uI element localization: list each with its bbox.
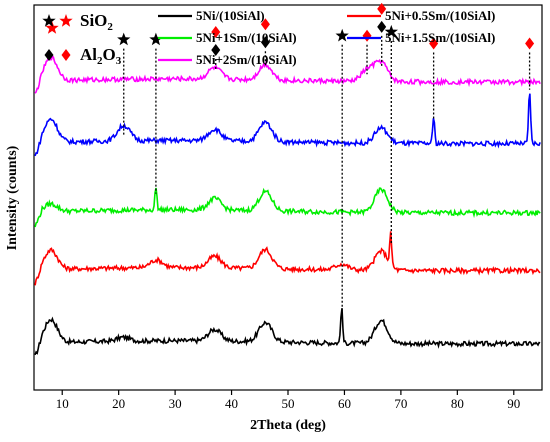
x-tick-label: 60 — [338, 396, 351, 411]
x-tick-label: 90 — [507, 396, 520, 411]
diamond-red-marker — [525, 37, 535, 50]
series-line — [34, 308, 541, 356]
diamond-black-marker — [211, 43, 221, 56]
x-tick-label: 70 — [394, 396, 407, 411]
x-tick-label: 20 — [112, 396, 125, 411]
legend-label: 5Ni+2Sm/(10SiAl) — [196, 52, 297, 67]
star-black-marker — [117, 32, 131, 46]
x-axis-title: 2Theta (deg) — [250, 418, 326, 433]
legend-label: 5Ni+1Sm/(10SiAl) — [196, 30, 297, 45]
diamond-black-marker — [260, 36, 270, 49]
star-black-marker — [384, 24, 398, 38]
phase-legend: SiO2 Al2O3 — [42, 11, 122, 67]
diamond-black-marker — [377, 20, 387, 33]
series-line — [34, 231, 541, 286]
x-ticks: 10 20 30 40 50 60 70 80 90 — [56, 390, 520, 411]
y-axis-title: Intensity (counts) — [5, 145, 20, 250]
diamond-red-marker — [260, 18, 270, 31]
annotation-layer — [45, 2, 535, 313]
legend-label: 5Ni/(10SiAl) — [196, 8, 265, 23]
x-tick-label: 80 — [451, 396, 464, 411]
x-tick-label: 30 — [169, 396, 182, 411]
star-red-marker — [45, 21, 59, 34]
series-legend: 5Ni/(10SiAl) 5Ni+0.5Sm/(10SiAl) 5Ni+1Sm/(1… — [158, 8, 495, 67]
diamond-red-marker — [377, 2, 387, 15]
diamond-red-marker — [362, 29, 372, 42]
diamond-black-marker — [44, 49, 54, 61]
diamond-red-marker — [61, 49, 71, 61]
series-line — [34, 93, 541, 157]
legend-label: 5Ni+1.5Sm/(10SiAl) — [385, 30, 495, 45]
series-line — [34, 54, 541, 94]
legend-label: 5Ni+0.5Sm/(10SiAl) — [385, 8, 495, 23]
star-black-marker — [335, 28, 349, 42]
phase-legend-label: SiO2 — [80, 11, 113, 33]
star-red-marker — [59, 14, 73, 27]
phase-legend-label: Al2O3 — [80, 45, 122, 67]
series-line — [34, 187, 541, 228]
x-tick-label: 40 — [225, 396, 238, 411]
star-black-marker — [42, 14, 56, 27]
diamond-red-marker — [429, 37, 439, 50]
x-tick-label: 10 — [56, 396, 69, 411]
diamond-red-marker — [211, 25, 221, 38]
series-layer — [34, 54, 541, 356]
star-black-marker — [149, 32, 163, 46]
x-tick-label: 50 — [282, 396, 295, 411]
